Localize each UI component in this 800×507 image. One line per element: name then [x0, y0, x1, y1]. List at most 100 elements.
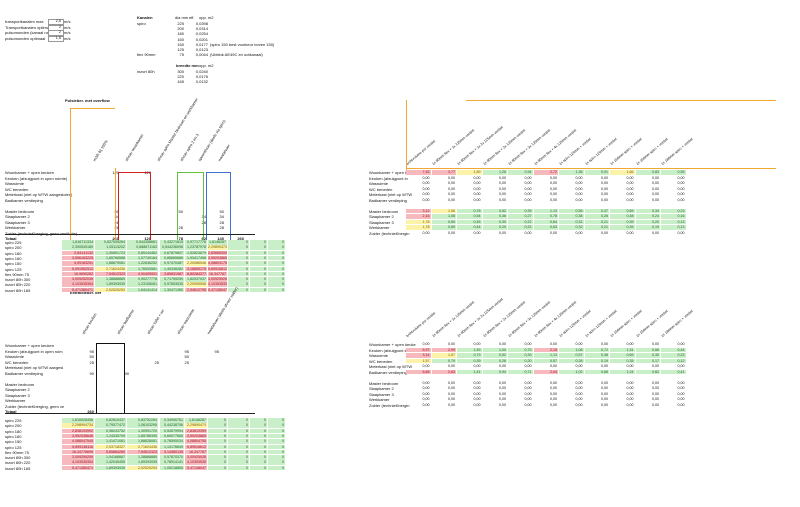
group-border: [118, 172, 150, 173]
velocity-cell: 2,83819399: [185, 428, 207, 434]
velocity-cell: 0,00: [550, 181, 557, 185]
room-label: WC beneden: [369, 358, 393, 364]
velocity-cell: 0,00: [601, 364, 608, 368]
velocity-cell: 0: [268, 245, 285, 250]
velocity-cell: 0,00: [422, 192, 430, 196]
velocity-cell: 0: [268, 455, 285, 460]
velocity-cell: 0,19: [584, 358, 609, 364]
column-header: m3/h bij 100%: [92, 139, 109, 162]
param-label: transportkanalen max: [5, 19, 44, 24]
velocity-cell: 0,72: [584, 347, 609, 353]
airflow-value: 50: [184, 354, 189, 359]
velocity-cell: 1,57: [406, 358, 431, 364]
velocity-cell: 0: [228, 277, 249, 282]
kanalen-opp: 0,0314: [195, 26, 208, 32]
velocity-cell: 0,00: [524, 175, 532, 180]
velocity-cell: 0: [250, 240, 267, 245]
velocity-cell: 0,00: [652, 364, 659, 368]
room-label: Keuken (afzuigpunt in: [369, 347, 408, 353]
velocity-cell: [534, 375, 559, 380]
velocity-cell: 0,30: [482, 219, 507, 225]
velocity-cell: 5,65884280: [95, 449, 126, 455]
velocity-cell: 0,00: [601, 230, 608, 235]
velocity-cell: 2,94612795: [185, 287, 207, 293]
velocity-cell: 0,22: [508, 225, 533, 230]
column-header: noodafvoer (deels afvoer zolder): [206, 286, 239, 335]
velocity-cell: 0: [228, 245, 249, 250]
velocity-cell: 5,991952512: [62, 266, 94, 272]
group-border: [96, 343, 124, 344]
group-border: [206, 172, 207, 243]
velocity-cell: 0,00: [473, 342, 481, 346]
velocity-cell: 0,00: [524, 181, 532, 185]
velocity-cell: 0,71: [508, 369, 533, 375]
velocity-cell: 0: [208, 439, 227, 444]
airflow-value: 120: [144, 236, 151, 241]
velocity-cell: 0,63: [533, 225, 558, 230]
velocity-cell: [406, 203, 431, 208]
kanalen-dia: 300: [177, 69, 184, 74]
column-header: 1x 80mm flex + 1x 125mm ventiel: [430, 300, 475, 338]
velocity-cell: 0,00: [652, 181, 659, 185]
velocity-cell: 1,38888889: [95, 277, 126, 282]
param-input[interactable]: [48, 35, 64, 42]
param-label: pulsomonden optimaal: [5, 35, 46, 41]
room-label: Wasruimte: [369, 181, 388, 186]
velocity-cell: 0,00: [422, 230, 430, 235]
velocity-cell: 0,00: [473, 364, 481, 368]
velocity-cell: 1,65766588: [95, 255, 126, 261]
room-label: Keuken (afzuigpunt in open ruim: [5, 348, 63, 354]
velocity-cell: 0,00: [499, 402, 506, 407]
velocity-cell: 0,54579994: [160, 428, 184, 434]
velocity-cell: 0,00: [499, 186, 506, 191]
velocity-cell: 0,00: [550, 192, 557, 196]
kanalen-dia: 75: [179, 52, 184, 58]
group-border: [177, 172, 203, 173]
velocity-cell: 0,20: [635, 219, 660, 225]
velocity-cell: 0,00: [422, 386, 430, 390]
velocity-cell: 0,43271815: [160, 240, 184, 245]
velocity-cell: 4,90405901: [127, 271, 158, 277]
velocity-cell: 0,00: [677, 186, 685, 191]
group-border: [124, 343, 125, 413]
velocity-cell: 0,00: [575, 197, 583, 202]
velocity-cell: 0,79: [457, 353, 482, 358]
velocity-cell: 0: [250, 444, 267, 450]
airflow-value: 28: [114, 225, 119, 230]
room-label: Woonkamer + open keuken: [5, 343, 54, 348]
velocity-cell: 0,00: [575, 181, 583, 185]
velocity-cell: 0,00: [448, 175, 455, 180]
velocity-cell: 0: [268, 449, 285, 455]
room-label: Wasruimte: [369, 353, 388, 358]
section-title-extractie: Extractieber. def: [70, 290, 102, 295]
group-border: [206, 172, 230, 173]
duct-label: spiro 150: [5, 261, 22, 267]
airflow-value: 140: [217, 236, 224, 241]
velocity-cell: 2,298994734: [62, 423, 94, 428]
velocity-cell: 0: [208, 418, 227, 423]
velocity-cell: 1,13: [533, 208, 558, 214]
velocity-cell: 0,00: [601, 380, 608, 385]
velocity-cell: 3,59203865: [185, 433, 207, 439]
velocity-cell: 0,34906751: [160, 418, 184, 423]
velocity-cell: 0: [250, 282, 267, 287]
velocity-cell: 0,17: [635, 358, 660, 364]
duct-label: spiro 225: [5, 240, 22, 245]
velocity-cell: 0,00: [626, 181, 634, 185]
velocity-cell: 0,00: [448, 391, 455, 396]
velocity-cell: 0,00: [677, 342, 685, 346]
velocity-cell: 4,103535354: [62, 460, 94, 465]
kanalen-opp: 0,0044: [195, 52, 208, 58]
velocity-cell: 0,00: [550, 175, 557, 180]
velocity-cell: 0,97470487: [160, 261, 184, 266]
velocity-cell: 0,00: [601, 402, 608, 407]
duct-label: spiro 200: [5, 423, 22, 429]
velocity-cell: 0,00: [524, 391, 532, 396]
velocity-cell: 0,78: [457, 208, 482, 214]
velocity-cell: 0,85144462: [127, 250, 158, 256]
room-label: Keuken (afzuigpunt in open ruimte): [5, 175, 68, 181]
velocity-cell: 0,00: [524, 364, 532, 368]
column-header: noodafvoer: [217, 143, 232, 162]
velocity-cell: 3,77: [431, 170, 456, 175]
velocity-cell: 0: [250, 271, 267, 277]
